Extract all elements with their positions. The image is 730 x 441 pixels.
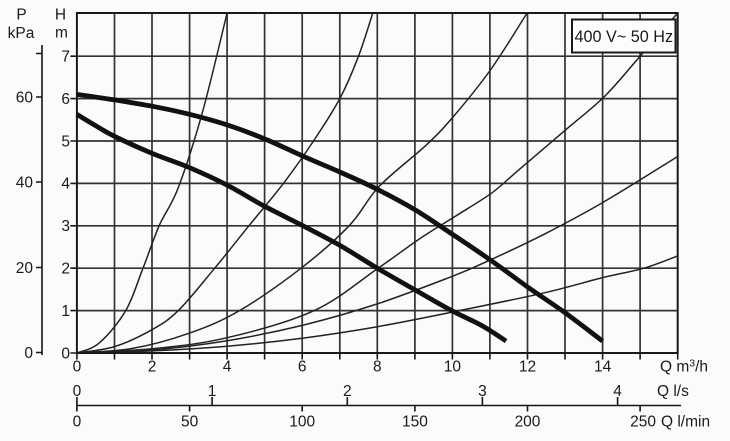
svg-text:0: 0 — [24, 345, 33, 362]
svg-text:4: 4 — [613, 383, 622, 400]
svg-text:60: 60 — [16, 89, 34, 106]
svg-text:3: 3 — [478, 383, 487, 400]
svg-text:1: 1 — [208, 383, 217, 400]
svg-text:0: 0 — [73, 358, 82, 375]
svg-text:2: 2 — [148, 358, 157, 375]
svg-text:3: 3 — [61, 218, 70, 235]
svg-text:8: 8 — [373, 358, 382, 375]
svg-text:1: 1 — [61, 303, 70, 320]
svg-text:4: 4 — [223, 358, 232, 375]
svg-text:Q l/s: Q l/s — [657, 383, 689, 400]
svg-text:0: 0 — [73, 383, 82, 400]
svg-text:0: 0 — [61, 345, 70, 362]
svg-text:P: P — [16, 7, 26, 24]
svg-text:20: 20 — [16, 260, 34, 277]
svg-text:H: H — [55, 7, 66, 24]
svg-text:0: 0 — [73, 414, 82, 431]
svg-text:12: 12 — [519, 358, 536, 375]
svg-text:400 V~ 50 Hz: 400 V~ 50 Hz — [575, 28, 674, 46]
svg-text:5: 5 — [61, 133, 70, 150]
svg-text:100: 100 — [289, 414, 315, 431]
svg-text:7: 7 — [61, 49, 70, 66]
svg-text:14: 14 — [594, 358, 612, 375]
svg-text:Q m3/h: Q m3/h — [660, 357, 708, 375]
svg-text:kPa: kPa — [8, 25, 35, 42]
svg-text:4: 4 — [61, 176, 70, 193]
svg-text:6: 6 — [298, 358, 307, 375]
svg-text:6: 6 — [61, 91, 70, 108]
svg-text:2: 2 — [343, 383, 352, 400]
svg-text:150: 150 — [402, 414, 428, 431]
svg-text:50: 50 — [181, 414, 199, 431]
svg-text:250: 250 — [630, 414, 656, 431]
svg-text:10: 10 — [444, 358, 462, 375]
svg-text:200: 200 — [515, 414, 541, 431]
svg-text:2: 2 — [61, 261, 70, 278]
svg-text:40: 40 — [16, 174, 34, 191]
svg-text:Q l/min: Q l/min — [661, 414, 710, 431]
svg-text:m: m — [55, 25, 68, 42]
